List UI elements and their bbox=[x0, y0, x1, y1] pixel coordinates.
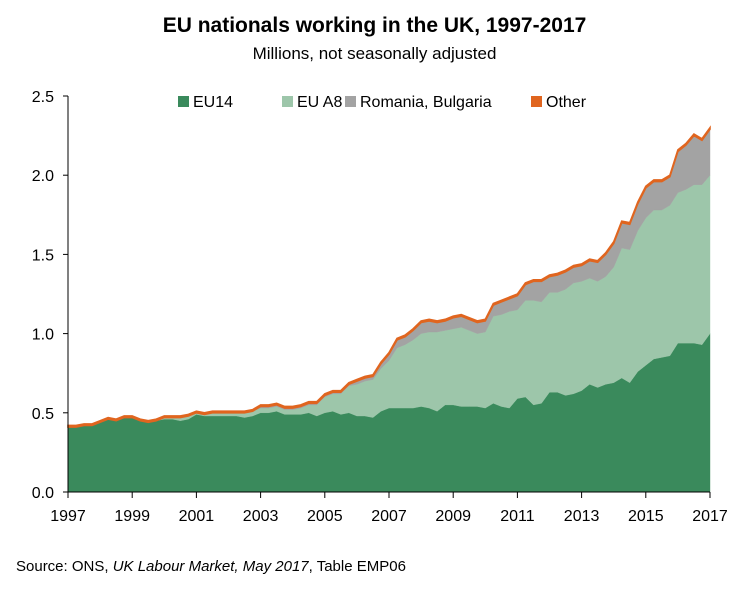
chart-subtitle: Millions, not seasonally adjusted bbox=[252, 44, 497, 63]
legend-swatch bbox=[531, 96, 542, 107]
series-area-other bbox=[67, 125, 711, 428]
x-tick-label: 2007 bbox=[371, 508, 407, 525]
y-tick-label: 0.5 bbox=[32, 406, 54, 423]
y-tick-label: 2.0 bbox=[32, 168, 54, 185]
y-tick-label: 2.5 bbox=[32, 89, 54, 106]
x-tick-label: 1997 bbox=[50, 508, 86, 525]
x-tick-label: 2013 bbox=[564, 508, 600, 525]
x-tick-label: 1999 bbox=[114, 508, 150, 525]
legend-label: Romania, Bulgaria bbox=[360, 94, 492, 111]
axes: 0.0 0.5 1.0 1.5 2.0 2.5 1997 1999 2001 2003 2005 20… bbox=[32, 89, 728, 525]
legend-swatch bbox=[282, 96, 293, 107]
source-note: Source: ONS, UK Labour Market, May 2017,… bbox=[16, 558, 406, 575]
legend-swatch bbox=[345, 96, 356, 107]
y-tick-label: 1.0 bbox=[32, 327, 54, 344]
legend-label: EU A8 bbox=[297, 94, 342, 111]
y-tick-label: 0.0 bbox=[32, 485, 54, 502]
source-suffix: , Table EMP06 bbox=[308, 558, 406, 575]
series-areas bbox=[67, 125, 711, 493]
legend: EU14 EU A8 Romania, Bulgaria Other bbox=[178, 94, 587, 111]
source-publication: UK Labour Market, May 2017 bbox=[112, 558, 309, 575]
x-tick-label: 2005 bbox=[307, 508, 343, 525]
x-tick-label: 2017 bbox=[692, 508, 728, 525]
x-tick-label: 2001 bbox=[179, 508, 215, 525]
source-prefix: Source: ONS, bbox=[16, 558, 113, 575]
x-tick-label: 2003 bbox=[243, 508, 279, 525]
x-tick-label: 2009 bbox=[435, 508, 471, 525]
legend-label: EU14 bbox=[193, 94, 233, 111]
legend-swatch bbox=[178, 96, 189, 107]
x-tick-label: 2015 bbox=[628, 508, 664, 525]
chart-title: EU nationals working in the UK, 1997-201… bbox=[162, 14, 587, 37]
y-tick-label: 1.5 bbox=[32, 247, 54, 264]
x-tick-label: 2011 bbox=[500, 508, 535, 525]
legend-label: Other bbox=[546, 94, 587, 111]
